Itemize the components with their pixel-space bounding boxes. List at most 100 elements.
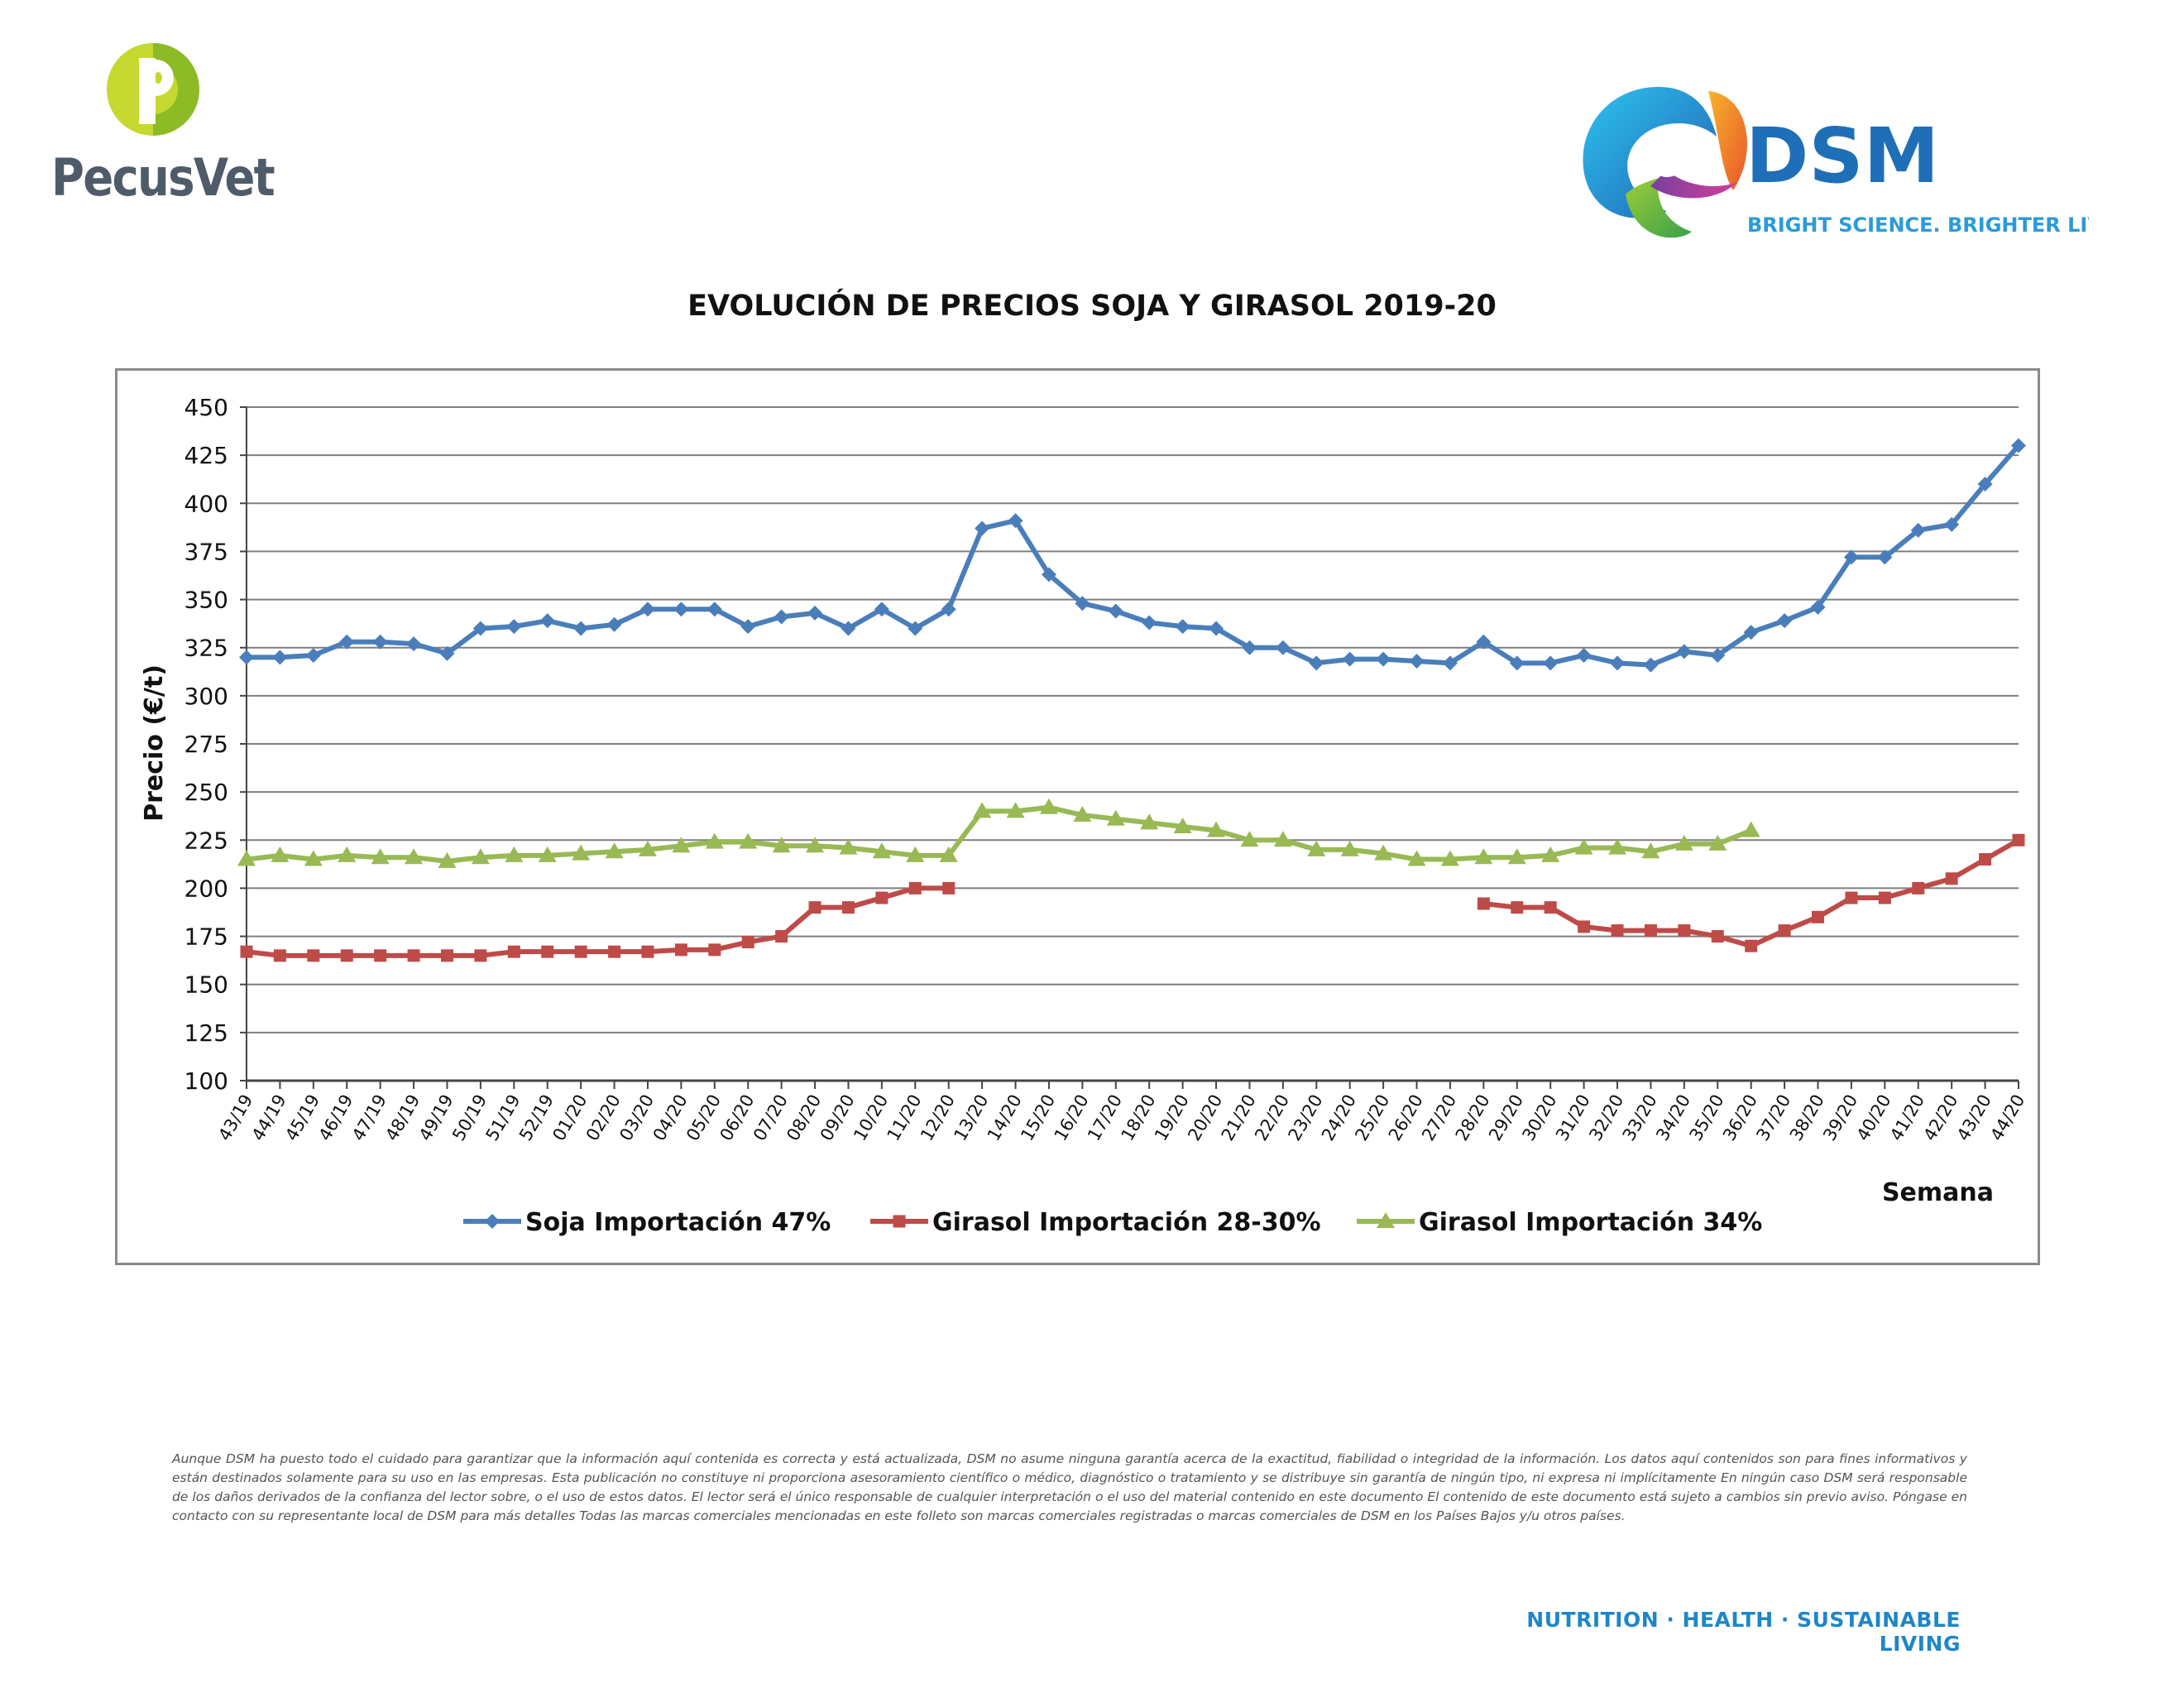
series-line — [1483, 837, 2020, 949]
data-point — [874, 602, 889, 617]
legend-marker — [893, 1215, 906, 1228]
data-point — [1108, 603, 1123, 619]
data-point — [1474, 848, 1493, 865]
data-point — [1307, 840, 1326, 856]
data-point — [1979, 853, 1992, 866]
data-point — [1810, 599, 1826, 615]
data-point — [1578, 920, 1591, 933]
series-3 — [237, 798, 1760, 868]
data-point — [1140, 813, 1159, 830]
data-point — [1910, 522, 1926, 538]
x-tick-label: 44/20 — [1986, 1091, 2028, 1144]
data-point — [1309, 655, 1324, 671]
data-point — [407, 949, 420, 962]
data-point — [1574, 838, 1593, 855]
data-point — [271, 846, 290, 862]
y-tick-label: 350 — [184, 587, 228, 614]
y-tick-label: 125 — [184, 1019, 228, 1047]
data-point — [539, 613, 555, 629]
data-point — [1175, 619, 1190, 635]
data-point — [775, 930, 788, 943]
series-2 — [240, 833, 2025, 962]
y-tick-label: 375 — [184, 538, 228, 565]
data-point — [2012, 833, 2025, 846]
legend: Soja Importación 47% Girasol Importación … — [463, 1208, 1762, 1237]
data-point — [1544, 901, 1557, 914]
data-point — [841, 901, 855, 914]
data-point — [1006, 802, 1025, 818]
data-point — [1641, 842, 1660, 859]
data-point — [472, 621, 488, 636]
data-point — [641, 945, 654, 958]
data-point — [741, 936, 754, 949]
series-line — [246, 885, 949, 958]
data-point — [872, 842, 891, 859]
data-point — [1511, 901, 1524, 914]
data-point — [1075, 596, 1090, 611]
data-point — [1843, 549, 1859, 565]
data-point — [572, 844, 591, 861]
y-tick-label: 300 — [184, 683, 228, 710]
data-point — [240, 945, 253, 958]
data-point — [975, 520, 990, 536]
data-point — [474, 949, 487, 962]
data-point — [440, 949, 453, 962]
legend-label: Soja Importación 47% — [525, 1208, 831, 1237]
data-point — [605, 842, 624, 859]
y-tick-label: 425 — [184, 442, 228, 469]
data-point — [708, 943, 721, 957]
data-point — [1407, 850, 1426, 866]
y-tick-label: 250 — [184, 779, 228, 806]
data-point — [1576, 648, 1592, 664]
data-point — [1376, 651, 1391, 667]
data-point — [1877, 549, 1893, 565]
y-tick-label: 325 — [184, 635, 228, 662]
data-point — [1209, 621, 1224, 636]
data-point — [1674, 834, 1693, 851]
data-point — [471, 848, 490, 865]
data-point — [1644, 924, 1657, 938]
data-point — [1340, 840, 1359, 856]
y-tick-label: 150 — [184, 971, 228, 999]
data-point — [304, 850, 323, 866]
y-tick-label: 100 — [184, 1067, 228, 1095]
y-tick-label: 450 — [184, 394, 228, 421]
data-point — [1741, 821, 1760, 837]
data-point — [339, 634, 355, 650]
legend-label: Girasol Importación 28-30% — [932, 1208, 1321, 1237]
data-point — [908, 621, 923, 636]
data-point — [806, 837, 825, 853]
data-point — [606, 616, 622, 632]
data-point — [1678, 924, 1691, 938]
data-point — [1509, 655, 1525, 671]
data-point — [1541, 846, 1560, 862]
data-point — [1476, 634, 1492, 650]
data-point — [2011, 438, 2026, 453]
data-point — [740, 619, 756, 635]
data-point — [1409, 653, 1425, 669]
data-point — [1610, 655, 1626, 671]
data-point — [1507, 848, 1526, 865]
data-point — [1912, 881, 1925, 894]
series-line — [246, 804, 1752, 864]
data-point — [538, 846, 557, 862]
data-point — [1342, 651, 1358, 667]
data-point — [939, 846, 958, 862]
data-point — [541, 945, 554, 958]
data-point — [1008, 513, 1023, 529]
dsm-wordmark: DSM — [1746, 112, 1939, 200]
data-point — [1543, 655, 1559, 671]
data-point — [1643, 657, 1659, 673]
y-tick-label: 175 — [184, 923, 228, 951]
data-point — [506, 619, 522, 635]
series — [237, 438, 2026, 962]
pecusvet-logo — [107, 43, 199, 136]
data-point — [772, 837, 791, 853]
y-tick-label: 200 — [184, 875, 228, 902]
data-point — [1041, 567, 1056, 583]
data-point — [739, 832, 758, 849]
data-point — [942, 881, 956, 894]
data-point — [1611, 924, 1624, 938]
data-point — [1977, 477, 1993, 492]
